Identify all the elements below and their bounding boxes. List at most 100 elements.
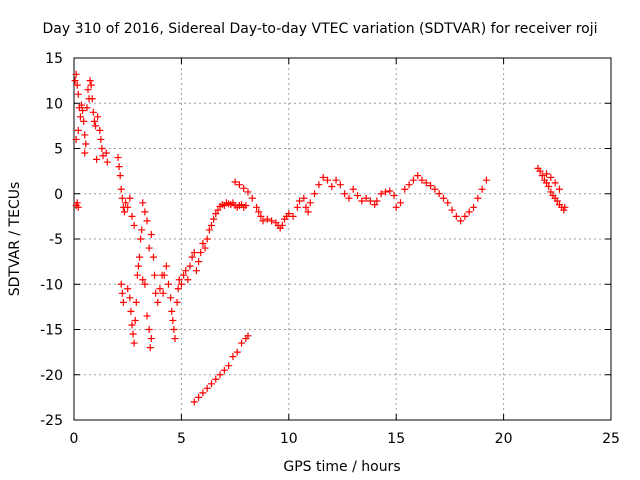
data-point [457, 217, 465, 225]
data-point [263, 215, 271, 223]
data-point [551, 179, 559, 187]
data-point [553, 197, 561, 205]
y-tick-label: -25 [40, 413, 63, 429]
data-point [259, 217, 267, 225]
data-point [545, 183, 553, 191]
y-tick-label: -10 [40, 277, 63, 293]
data-point [448, 206, 456, 214]
data-point [143, 217, 151, 225]
data-point [84, 86, 92, 94]
data-point [98, 145, 106, 152]
data-point [302, 203, 310, 211]
data-point [80, 117, 88, 125]
data-point [147, 230, 155, 238]
axis-ticks: 0 5 10 15 20 25 -25 -20 -15 -10 -5 0 5 10 15 [40, 51, 620, 447]
data-point [311, 190, 319, 198]
data-point [159, 289, 167, 297]
data-point [547, 173, 555, 181]
data-point [192, 267, 200, 275]
data-point [130, 339, 138, 347]
data-point [235, 181, 243, 189]
data-point [306, 199, 314, 207]
data-point [72, 135, 80, 143]
data-point [362, 194, 370, 202]
chart-title: Day 310 of 2016, Sidereal Day-to-day VTE… [42, 21, 597, 37]
data-point [86, 77, 94, 85]
data-point [381, 188, 389, 196]
data-point [143, 312, 151, 320]
data-point [145, 244, 153, 252]
data-point [138, 226, 146, 234]
data-point [401, 185, 409, 193]
data-point [115, 163, 123, 171]
data-point [293, 203, 301, 211]
data-point [73, 81, 81, 89]
data-point [238, 339, 246, 347]
data-point [555, 185, 563, 193]
data-point [482, 176, 490, 184]
y-tick-label: 0 [54, 187, 63, 203]
data-point [253, 203, 261, 211]
data-point [296, 197, 304, 205]
data-point [319, 173, 327, 181]
data-point [285, 210, 293, 218]
data-point [248, 194, 256, 202]
data-point [83, 104, 91, 112]
data-point [444, 199, 452, 207]
data-point [244, 332, 252, 340]
data-point [130, 221, 138, 229]
data-point [371, 201, 379, 209]
data-point [396, 199, 404, 207]
data-point [257, 212, 265, 220]
data-point [358, 197, 366, 205]
data-point [102, 149, 110, 157]
data-point [323, 176, 331, 184]
data-point [141, 280, 149, 288]
y-tick-label: -5 [49, 232, 63, 248]
data-point [136, 253, 144, 261]
data-point [561, 203, 569, 211]
data-point [90, 117, 98, 125]
data-point [168, 307, 176, 315]
data-point [175, 276, 183, 284]
data-point [409, 176, 417, 184]
data-point [128, 321, 136, 329]
data-point [345, 194, 353, 202]
data-point [160, 271, 168, 279]
data-point [93, 155, 101, 163]
data-point [169, 316, 177, 324]
x-tick-label: 20 [495, 431, 513, 447]
data-point [543, 179, 551, 187]
y-axis-label: SDTVAR / TECUs [7, 182, 23, 297]
data-point [418, 176, 426, 184]
data-point [124, 285, 132, 293]
data-point [118, 194, 126, 202]
data-point [405, 181, 413, 189]
data-point [268, 217, 276, 225]
data-point [180, 271, 188, 279]
data-point [214, 206, 222, 214]
data-point [233, 348, 241, 356]
data-point [162, 262, 170, 270]
data-point [422, 179, 430, 187]
data-point [128, 212, 136, 220]
y-tick-label: 5 [54, 142, 63, 158]
data-point [174, 285, 182, 293]
data-point [538, 172, 546, 180]
data-point [94, 113, 102, 121]
data-point [392, 203, 400, 211]
data-point [151, 271, 159, 279]
data-point [414, 172, 422, 180]
data-point [205, 226, 213, 234]
data-point [349, 185, 357, 193]
data-point [199, 240, 207, 248]
data-point [212, 375, 220, 383]
data-point [536, 167, 544, 175]
data-point [165, 280, 173, 288]
data-point [240, 184, 248, 192]
data-point [116, 172, 124, 180]
data-point [177, 280, 185, 288]
data-point [431, 185, 439, 193]
data-point [74, 203, 82, 211]
